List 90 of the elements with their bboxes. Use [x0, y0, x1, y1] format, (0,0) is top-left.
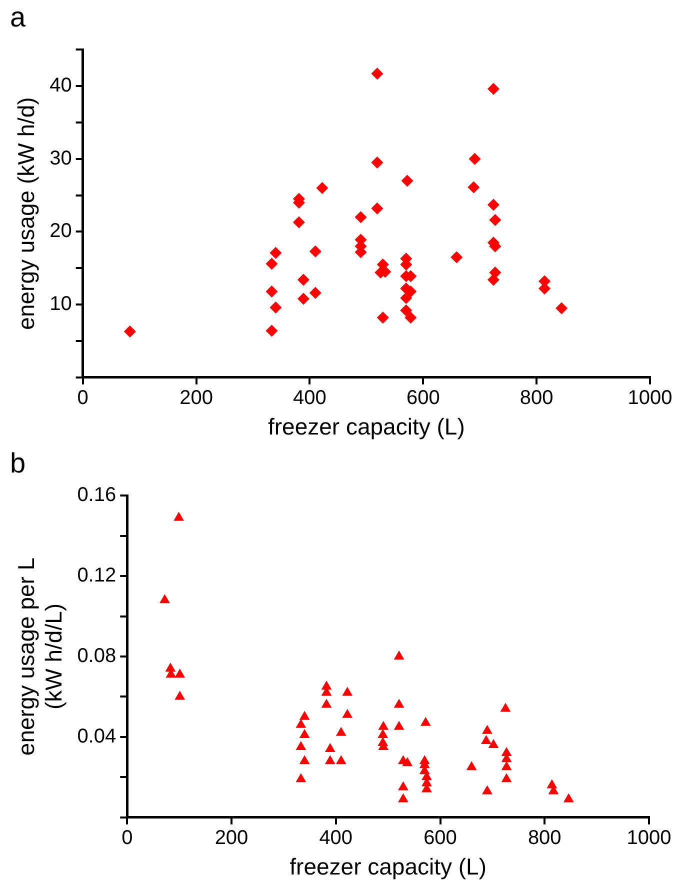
point [336, 726, 346, 736]
point [309, 245, 322, 258]
point [296, 741, 306, 750]
point [501, 773, 512, 782]
point [160, 594, 170, 604]
y-tick-label: 30 [50, 147, 72, 170]
point [266, 324, 278, 337]
point [468, 181, 480, 194]
point [299, 710, 310, 720]
x-tick-label: 600 [424, 826, 457, 849]
point [466, 761, 477, 770]
x-tick-label: 400 [293, 386, 326, 409]
point [316, 182, 328, 194]
point [297, 274, 310, 286]
chart-title: b [10, 448, 26, 479]
point [354, 211, 367, 224]
point [402, 757, 413, 766]
x-tick-label: 0 [77, 386, 88, 409]
point [299, 728, 310, 738]
y-axis-title: energy usage per L (kW h/d/L) [13, 557, 67, 756]
x-tick-label: 1000 [628, 386, 672, 409]
point [398, 781, 408, 790]
point [487, 274, 500, 286]
point [371, 156, 384, 169]
point [336, 755, 346, 764]
point [174, 668, 186, 678]
point [489, 214, 502, 226]
point [482, 724, 492, 734]
point [420, 716, 431, 726]
point [556, 302, 568, 314]
x-tick-label: 1000 [626, 826, 672, 849]
point [480, 734, 492, 744]
point [324, 743, 336, 752]
point [400, 292, 412, 304]
point [398, 793, 408, 802]
point [404, 312, 417, 324]
y-tick-label: 0.12 [77, 564, 116, 587]
point [487, 198, 500, 211]
point [371, 202, 384, 214]
y-tick-label: 10 [50, 293, 72, 316]
point [324, 755, 336, 764]
point [270, 301, 282, 314]
point [174, 512, 184, 521]
point [309, 286, 322, 299]
y-tick-label: 0.08 [77, 645, 116, 668]
point [297, 292, 310, 305]
point [321, 698, 332, 708]
point [296, 718, 306, 728]
y-tick-label: 0.16 [77, 484, 116, 506]
x-tick-label: 800 [520, 386, 554, 409]
point [394, 698, 404, 708]
y-tick-label: 40 [50, 74, 72, 97]
point [400, 304, 412, 316]
point [296, 773, 306, 782]
x-axis-title: freezer capacity (L) [290, 854, 486, 880]
point [482, 785, 492, 794]
point [371, 68, 384, 80]
x-axis-title: freezer capacity (L) [268, 414, 465, 440]
x-tick-label: 800 [528, 826, 562, 849]
point [394, 720, 404, 730]
point [292, 216, 305, 228]
point [500, 702, 511, 712]
point [401, 174, 414, 187]
y-axis-title: energy usage (kW h/d) [13, 97, 40, 330]
point [488, 738, 499, 748]
point [270, 246, 282, 259]
point [266, 285, 278, 298]
point [342, 708, 353, 718]
x-tick-label: 200 [214, 826, 248, 849]
x-tick-label: 600 [406, 386, 440, 409]
x-tick-label: 200 [180, 386, 213, 409]
point [124, 326, 136, 338]
y-tick-label: 0.04 [77, 725, 116, 748]
point [342, 686, 353, 696]
point [174, 690, 186, 700]
point [376, 312, 389, 324]
x-tick-label: 400 [319, 826, 353, 849]
point [378, 720, 389, 730]
point [501, 761, 512, 770]
point [394, 650, 404, 660]
point [266, 258, 278, 270]
point [468, 152, 481, 165]
point [563, 793, 574, 802]
point [487, 82, 500, 95]
y-tick-label: 20 [50, 220, 72, 242]
point [299, 755, 310, 764]
point [450, 251, 463, 264]
point [378, 728, 388, 738]
chart-title: a [10, 2, 26, 33]
x-tick-label: 0 [122, 826, 133, 849]
